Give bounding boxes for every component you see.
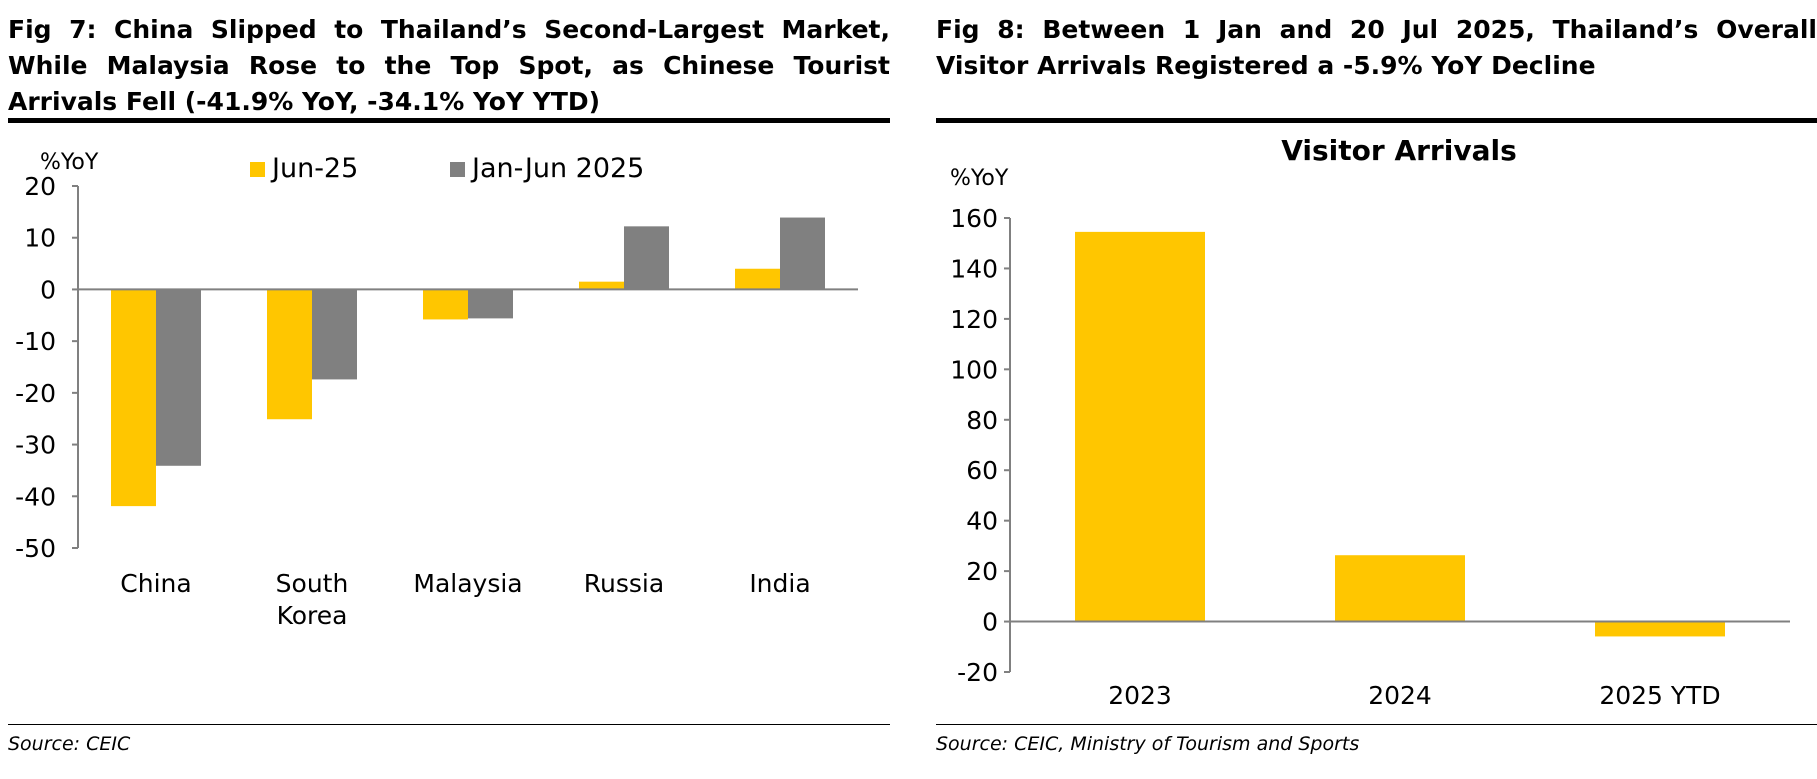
figure-7-panel: Fig 7: China Slipped to Thailand’s Secon… (0, 0, 890, 779)
figure-7-source: Source: CEIC (8, 733, 131, 755)
x-category-label-malaysia: Malaysia (413, 569, 522, 598)
figure-7-bar-chart: %YoY Jun-25 Jan-Jun 2025 20 10 0 -10 -20 -30 -40 -… (15, 150, 858, 630)
x-category-label-china: China (120, 569, 191, 598)
bar-malaysia-series-0 (423, 289, 468, 320)
y-tick-label: 120 (950, 305, 998, 334)
x-category-label-2023: 2023 (1108, 681, 1172, 710)
figure-8-bottom-rule (936, 724, 1817, 725)
bar-2024 (1335, 555, 1465, 622)
x-category-label-south-korea: South Korea (276, 569, 349, 630)
y-tick-label: -50 (15, 534, 56, 563)
figure-8-top-rule (936, 118, 1817, 123)
y-tick-label: -20 (957, 658, 998, 687)
figure-7-top-rule (8, 118, 890, 123)
legend-label-0: Jun-25 (270, 153, 358, 184)
y-tick-label: 0 (982, 608, 998, 637)
figure-8-bar-chart: Visitor Arrivals %YoY 160 140 120 100 80 60 40 20… (950, 134, 1790, 710)
y-tick-label: -20 (15, 379, 56, 408)
figure-7-title: Fig 7: China Slipped to Thailand’s Secon… (8, 15, 890, 116)
y-tick-label: 60 (966, 456, 998, 485)
figure-8-panel: Fig 8: Between 1 Jan and 20 Jul 2025, Th… (928, 0, 1817, 779)
x-category-label-2025-ytd: 2025 YTD (1599, 681, 1720, 710)
y-tick-label: 40 (966, 507, 998, 536)
chart-title: Visitor Arrivals (1281, 134, 1517, 167)
y-tick-label: 0 (40, 275, 56, 304)
bar-india-series-0 (735, 268, 780, 290)
y-tick-label: 140 (950, 254, 998, 283)
y-tick-label: -40 (15, 482, 56, 511)
bar-south-korea-series-0 (267, 289, 312, 420)
y-tick-label: -10 (15, 327, 56, 356)
figure-8-title: Fig 8: Between 1 Jan and 20 Jul 2025, Th… (936, 15, 1817, 80)
y-axis-unit-label: %YoY (950, 166, 1009, 191)
figure-7-bottom-rule (8, 724, 890, 725)
y-tick-label: 160 (950, 204, 998, 233)
bar-2025-ytd (1595, 621, 1725, 637)
y-tick-label: 20 (24, 172, 56, 201)
bar-south-korea-series-1 (312, 289, 357, 380)
bar-india-series-1 (780, 217, 825, 290)
x-category-label-india: India (749, 569, 810, 598)
bar-russia-series-0 (579, 281, 624, 290)
bar-2023 (1075, 231, 1205, 622)
x-category-label-2024: 2024 (1368, 681, 1432, 710)
legend-swatch-1 (450, 162, 465, 177)
bar-malaysia-series-1 (468, 289, 513, 319)
y-tick-label: -30 (15, 431, 56, 460)
y-axis-unit-label: %YoY (40, 150, 99, 175)
bar-russia-series-1 (624, 226, 669, 290)
y-tick-label: 100 (950, 355, 998, 384)
bar-china-series-1 (156, 289, 201, 466)
bar-china-series-0 (111, 289, 156, 507)
y-tick-label: 80 (966, 406, 998, 435)
y-tick-label: 20 (966, 557, 998, 586)
legend-label-1: Jan-Jun 2025 (470, 153, 644, 184)
x-category-label-russia: Russia (584, 569, 664, 598)
y-tick-label: 10 (24, 224, 56, 253)
legend-swatch-0 (250, 162, 265, 177)
figure-8-source: Source: CEIC, Ministry of Tourism and Sp… (936, 733, 1360, 755)
